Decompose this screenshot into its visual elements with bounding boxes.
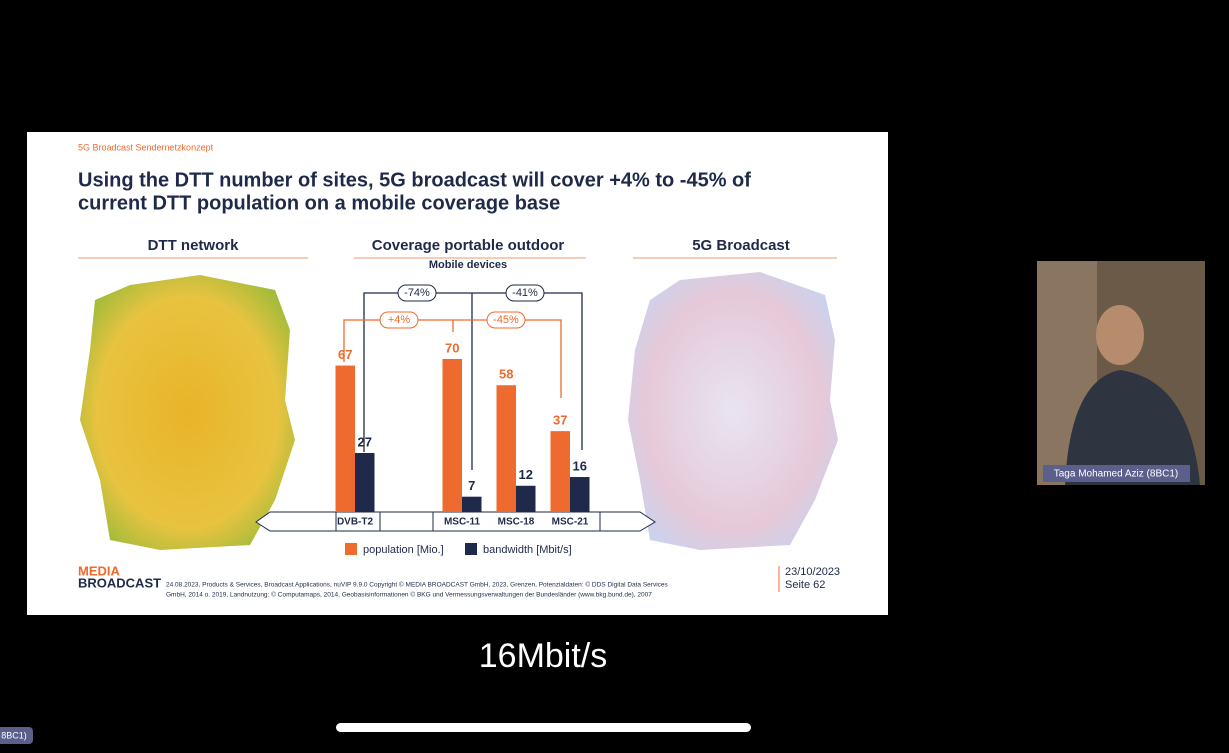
- legend-swatch: [465, 543, 477, 555]
- comparison-arrows: [343, 292, 583, 470]
- data-label: 16: [573, 458, 587, 473]
- annotation: -41%: [512, 287, 538, 299]
- section-header: 5G Broadcast: [692, 237, 790, 254]
- axis-arrow: [255, 511, 656, 532]
- data-label: 12: [519, 467, 533, 482]
- x-tick-label: MSC-11: [444, 517, 481, 528]
- logo: BROADCAST: [78, 575, 161, 590]
- data-label: 37: [553, 413, 567, 428]
- participant-name: Taga Mohamed Aziz (8BC1): [1054, 469, 1179, 480]
- badge: [0, 727, 33, 744]
- bar: [355, 452, 375, 512]
- legend-label: population [Mio.]: [363, 544, 444, 556]
- slide-date: 23/10/2023: [785, 566, 840, 578]
- bar: [462, 496, 482, 512]
- section-header: Coverage portable outdoor: [372, 237, 565, 254]
- legend-label: bandwidth [Mbit/s]: [483, 544, 572, 556]
- caption: 16Mbit/s: [479, 637, 608, 675]
- legend-swatch: [345, 543, 357, 555]
- footer-note: GmbH, 2014 o. 2019, Landnutzung: © Compu…: [166, 591, 652, 599]
- bar: [442, 359, 462, 512]
- kicker: 5G Broadcast Sendernetzkonzept: [78, 142, 214, 152]
- x-tick-label: MSC-21: [552, 517, 589, 528]
- x-tick-label: DVB-T2: [337, 517, 374, 528]
- home-indicator[interactable]: [336, 723, 751, 732]
- data-label: 67: [338, 347, 352, 362]
- annotation: +4%: [388, 314, 411, 326]
- x-tick-label: MSC-18: [498, 517, 535, 528]
- bar: [570, 477, 590, 512]
- page-number: Seite 62: [785, 579, 825, 591]
- annotation: -74%: [404, 287, 430, 299]
- section-subheader: Mobile devices: [429, 259, 507, 271]
- name-tag: [1043, 465, 1190, 482]
- bar: [335, 365, 355, 512]
- data-label: 7: [468, 478, 475, 493]
- bar: [550, 431, 570, 512]
- slide-title: current DTT population on a mobile cover…: [78, 192, 560, 214]
- data-label: 27: [358, 434, 372, 449]
- bar: [516, 485, 536, 512]
- badge-text: 8BC1): [1, 730, 27, 740]
- footer-note: 24.08.2023, Products & Services, Broadca…: [166, 581, 669, 589]
- logo: MEDIA: [78, 563, 121, 578]
- data-label: 70: [445, 340, 459, 355]
- 5g-map: [628, 272, 838, 550]
- annotation: -45%: [493, 314, 519, 326]
- data-label: 58: [499, 367, 513, 382]
- section-header: DTT network: [148, 237, 239, 254]
- slide-title: Using the DTT number of sites, 5G broadc…: [78, 169, 751, 191]
- annotation-pills: [379, 284, 545, 329]
- dtt-map: [80, 275, 295, 550]
- bar: [496, 385, 516, 512]
